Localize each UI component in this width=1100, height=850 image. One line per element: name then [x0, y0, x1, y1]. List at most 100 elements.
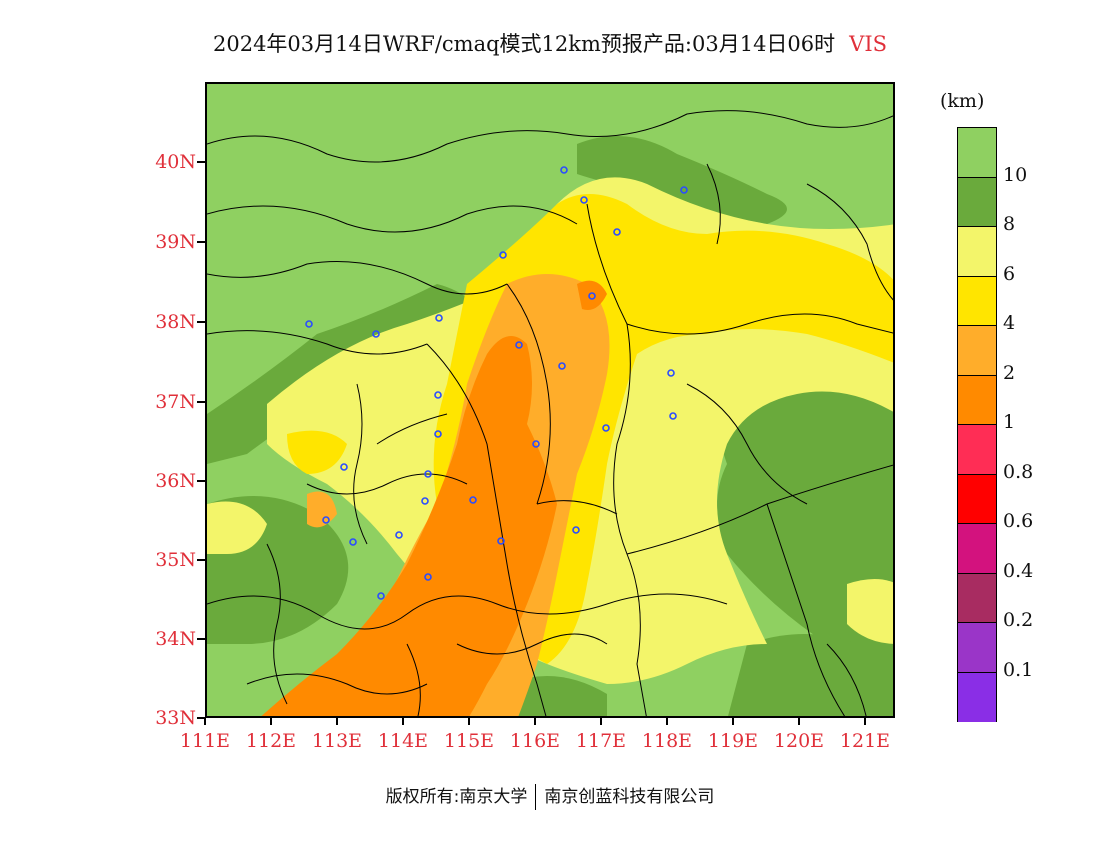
- legend-swatch: [958, 276, 996, 326]
- lat-label: 38N: [155, 311, 196, 333]
- lon-tick: [864, 718, 866, 725]
- legend-label: 4: [1003, 312, 1016, 334]
- lat-label: 40N: [155, 151, 196, 173]
- title-variable: VIS: [849, 32, 888, 56]
- lat-tick: [197, 161, 205, 163]
- city-marker: [435, 314, 443, 322]
- lat-tick: [197, 717, 205, 719]
- legend-swatch: [958, 128, 996, 178]
- lon-tick: [270, 718, 272, 725]
- legend-label: 0.1: [1003, 658, 1034, 681]
- title-text: 2024年03月14日WRF/cmaq模式12km预报产品:03月14日06时: [212, 32, 836, 56]
- lat-label: 33N: [155, 707, 196, 729]
- lat-label: 39N: [155, 231, 196, 253]
- city-marker: [340, 463, 348, 471]
- legend-swatch: [958, 326, 996, 376]
- lon-tick: [600, 718, 602, 725]
- legend-label: 2: [1003, 361, 1016, 384]
- city-marker: [395, 531, 403, 539]
- lat-label: 36N: [155, 470, 196, 492]
- city-marker: [560, 166, 568, 174]
- city-marker: [349, 538, 357, 546]
- lon-label: 121E: [839, 730, 891, 752]
- city-marker: [424, 573, 432, 581]
- lat-label: 37N: [155, 391, 196, 413]
- lon-tick: [468, 718, 470, 725]
- legend-swatch: [958, 425, 996, 475]
- city-marker: [497, 537, 505, 545]
- visibility-map: [205, 82, 895, 718]
- legend-swatch: [958, 623, 996, 673]
- city-marker: [322, 516, 330, 524]
- lon-tick: [666, 718, 668, 725]
- city-marker: [580, 196, 588, 204]
- legend-unit: (km): [940, 90, 985, 112]
- lat-tick: [197, 559, 205, 561]
- lon-label: 116E: [509, 730, 561, 752]
- city-marker: [558, 362, 566, 370]
- lon-label: 118E: [641, 730, 693, 752]
- legend-swatch: [958, 573, 996, 623]
- city-marker: [434, 430, 442, 438]
- city-marker: [305, 320, 313, 328]
- footer-copyright: 版权所有:南京大学: [385, 787, 528, 807]
- lon-label: 120E: [773, 730, 825, 752]
- legend-swatch: [958, 672, 996, 722]
- legend-label: 8: [1003, 213, 1016, 235]
- lat-label: 34N: [155, 628, 196, 650]
- lon-tick: [732, 718, 734, 725]
- admin-boundaries: [207, 110, 893, 716]
- lat-tick: [197, 321, 205, 323]
- lat-tick: [197, 638, 205, 640]
- legend-label: 6: [1003, 262, 1016, 285]
- lon-label: 115E: [443, 730, 495, 752]
- legend-colorbar: [957, 127, 997, 722]
- legend-label: 0.8: [1003, 460, 1034, 483]
- city-marker: [469, 496, 477, 504]
- lon-label: 119E: [707, 730, 759, 752]
- lon-tick: [402, 718, 404, 725]
- legend-swatch: [958, 375, 996, 425]
- legend-swatch: [958, 474, 996, 524]
- lat-tick: [197, 480, 205, 482]
- lat-tick: [197, 241, 205, 243]
- city-marker: [588, 292, 596, 300]
- lon-tick: [204, 718, 206, 725]
- legend-swatch: [958, 524, 996, 574]
- city-marker: [532, 440, 540, 448]
- legend-label: 0.2: [1003, 609, 1034, 631]
- legend-swatch: [958, 227, 996, 277]
- vis-zone-1-2: [261, 280, 607, 716]
- lon-tick: [798, 718, 800, 725]
- city-marker: [613, 228, 621, 236]
- city-marker: [377, 592, 385, 600]
- legend-swatch: [958, 177, 996, 227]
- legend-label: 0.6: [1003, 510, 1034, 532]
- city-marker: [515, 341, 523, 349]
- map-title: 2024年03月14日WRF/cmaq模式12km预报产品:03月14日06时 V…: [0, 28, 1100, 58]
- legend-label: 10: [1003, 163, 1028, 186]
- visibility-field: [207, 84, 893, 716]
- city-marker: [602, 424, 610, 432]
- city-marker: [499, 251, 507, 259]
- city-marker: [372, 330, 380, 338]
- city-marker: [424, 470, 432, 478]
- legend-label: 1: [1003, 411, 1016, 433]
- city-markers: [305, 166, 688, 600]
- city-marker: [669, 412, 677, 420]
- lat-label: 35N: [155, 549, 196, 571]
- lon-tick: [336, 718, 338, 725]
- lon-label: 114E: [377, 730, 429, 752]
- footer-company: 南京创蓝科技有限公司: [544, 787, 715, 807]
- lon-label: 117E: [575, 730, 627, 752]
- lon-tick: [534, 718, 536, 725]
- city-marker: [421, 497, 429, 505]
- footer: 版权所有:南京大学 南京创蓝科技有限公司: [0, 782, 1100, 810]
- lon-label: 113E: [311, 730, 363, 752]
- lat-tick: [197, 401, 205, 403]
- city-marker: [572, 526, 580, 534]
- legend-label: 0.4: [1003, 559, 1034, 582]
- city-marker: [667, 369, 675, 377]
- lon-label: 112E: [245, 730, 297, 752]
- city-marker: [680, 186, 688, 194]
